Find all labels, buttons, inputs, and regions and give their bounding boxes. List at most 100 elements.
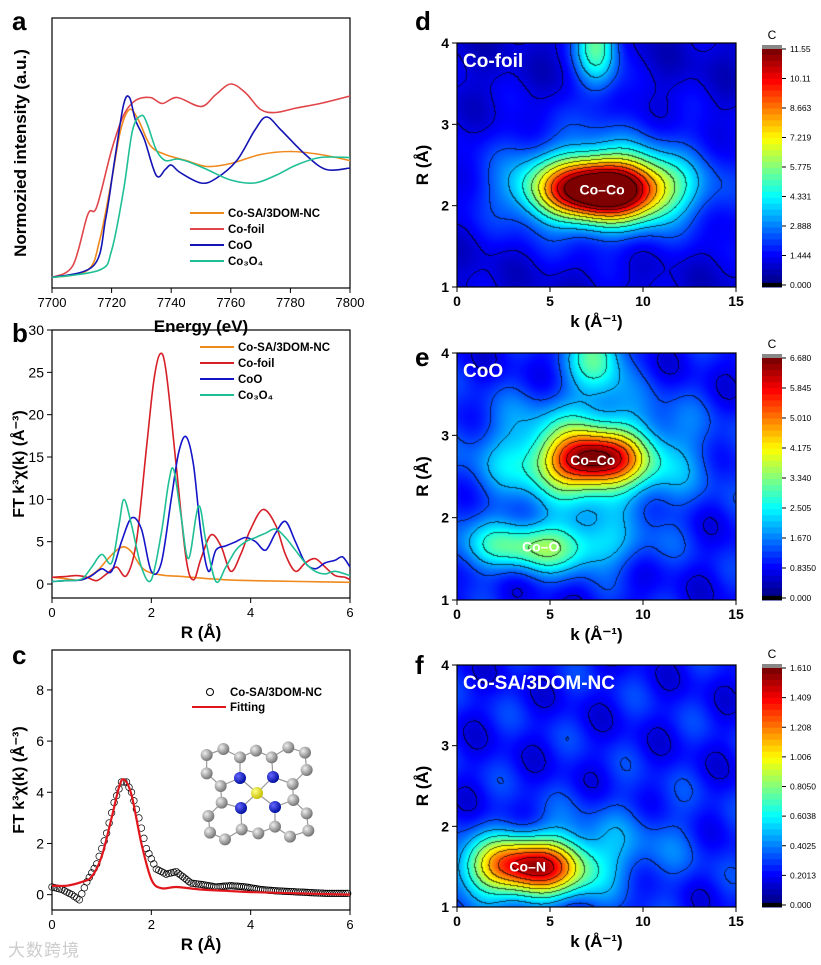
colorbar-band — [762, 545, 782, 553]
nitrogen-atom — [235, 802, 247, 814]
x-tick-label: 6 — [346, 605, 353, 620]
data-point — [68, 890, 76, 899]
y-tick-label: 1 — [441, 899, 449, 915]
x-axis-label: R (Å) — [181, 935, 222, 954]
y-tick-label: 0 — [36, 887, 44, 903]
panel-c: FT k³χ(k) (Å⁻³) — [9, 649, 352, 915]
colorbar-band — [762, 509, 782, 516]
legend-label: CoO — [238, 374, 262, 386]
colorbar-band — [762, 209, 782, 217]
data-point — [183, 876, 191, 884]
carbon-atom — [250, 744, 262, 757]
carbon-atom — [235, 823, 248, 836]
x-tick-label: 10 — [635, 293, 651, 309]
nitrogen-atom — [267, 771, 279, 783]
colorbar-band — [762, 521, 782, 528]
y-tick-label: 15 — [28, 449, 44, 465]
colorbar-band — [762, 400, 782, 407]
data-point — [178, 872, 187, 881]
x-tick-label: 5 — [546, 913, 554, 929]
x-tick-label: 4 — [247, 917, 254, 932]
x-axis-label: k (Å⁻¹) — [570, 625, 622, 644]
colorbar-band — [762, 162, 782, 169]
colorbar-band — [762, 406, 782, 413]
series-line-1 — [51, 352, 351, 582]
plot-frame — [51, 17, 351, 289]
colorbar-band — [762, 739, 782, 747]
colorbar-tick-label: 4.175 — [790, 443, 812, 453]
panel-label-e: e — [415, 342, 429, 372]
hotspot-label: Co–Co — [570, 452, 615, 468]
carbon-atom — [204, 826, 216, 839]
x-tick-label: 7800 — [336, 295, 365, 310]
colorbar-tick-label: 1.409 — [790, 693, 812, 703]
data-point — [185, 877, 193, 886]
wavelet-heatmap-coo — [457, 353, 736, 600]
colorbar-band — [762, 709, 782, 717]
colorbar-tick-label: 0.000 — [790, 900, 812, 910]
colorbar-band — [762, 84, 782, 92]
colorbar-band — [762, 168, 782, 175]
x-tick-label: 7780 — [276, 295, 305, 310]
data-point — [85, 873, 93, 882]
colorbar-underflow-cap — [762, 903, 782, 907]
x-tick-label: 15 — [728, 293, 744, 309]
plot-frame — [456, 664, 737, 908]
colorbar-tick-label: 2.505 — [790, 503, 812, 513]
x-axis-label: R (Å) — [181, 623, 222, 642]
x-tick-label: 0 — [48, 917, 55, 932]
colorbar-band — [762, 733, 782, 741]
carbon-atom — [287, 794, 300, 806]
legend-label: Co₃O₄ — [228, 256, 263, 268]
y-tick-label: 2 — [441, 818, 449, 834]
colorbar-tick-label: 2.888 — [790, 221, 812, 231]
colorbar-band — [762, 587, 782, 595]
colorbar-band — [762, 799, 782, 806]
colorbar-overflow-cap — [762, 45, 782, 49]
colorbar-band — [762, 769, 782, 777]
colorbar-band — [762, 394, 782, 401]
colorbar-band — [762, 668, 782, 675]
legend-label: Co-foil — [228, 224, 264, 236]
colorbar-title: C — [768, 337, 777, 351]
wavelet-heatmap-co-foil — [457, 43, 736, 287]
y-tick-label: 5 — [36, 534, 44, 550]
legend-label: Co-SA/3DOM-NC — [230, 687, 322, 699]
colorbar-band — [762, 257, 782, 264]
panel-f: R (Å) — [413, 664, 786, 912]
cobalt-atom — [251, 787, 263, 799]
y-tick-label: 3 — [441, 738, 449, 754]
colorbar-band — [762, 370, 782, 377]
colorbar-band — [762, 871, 782, 878]
x-tick-label: 2 — [148, 917, 155, 932]
data-point — [187, 879, 195, 887]
panel-d: R (Å) — [413, 42, 786, 292]
colorbar-band — [762, 877, 782, 884]
colorbar-band — [762, 454, 782, 462]
colorbar-band — [762, 727, 782, 735]
x-tick-label: 7740 — [157, 295, 186, 310]
colorbar-band — [762, 751, 782, 759]
carbon-atom — [234, 751, 246, 764]
carbon-atom — [217, 743, 230, 755]
data-point — [73, 894, 81, 902]
colorbar-band — [762, 96, 782, 104]
colorbar-band — [762, 144, 782, 151]
colorbar-band — [762, 829, 782, 836]
colorbar-band — [762, 90, 782, 98]
colorbar-band — [762, 156, 782, 163]
colorbar-band — [762, 847, 782, 854]
colorbar-band — [762, 251, 782, 258]
carbon-atom — [300, 764, 313, 776]
y-axis-label: FT k³χ(k) (Å⁻³) — [9, 726, 28, 833]
panel-b: FT k³χ(k) (Å⁻³) — [9, 329, 351, 603]
colorbar-band — [762, 563, 782, 571]
colorbar-band — [762, 865, 782, 872]
legend-label: Co-SA/3DOM-NC — [238, 342, 330, 354]
colorbar-band — [762, 479, 782, 486]
data-point — [78, 890, 86, 898]
watermark: 大数跨境 — [8, 941, 80, 961]
colorbar-band — [762, 745, 782, 753]
colorbar-band — [762, 66, 782, 74]
y-tick-label: 30 — [28, 322, 44, 338]
